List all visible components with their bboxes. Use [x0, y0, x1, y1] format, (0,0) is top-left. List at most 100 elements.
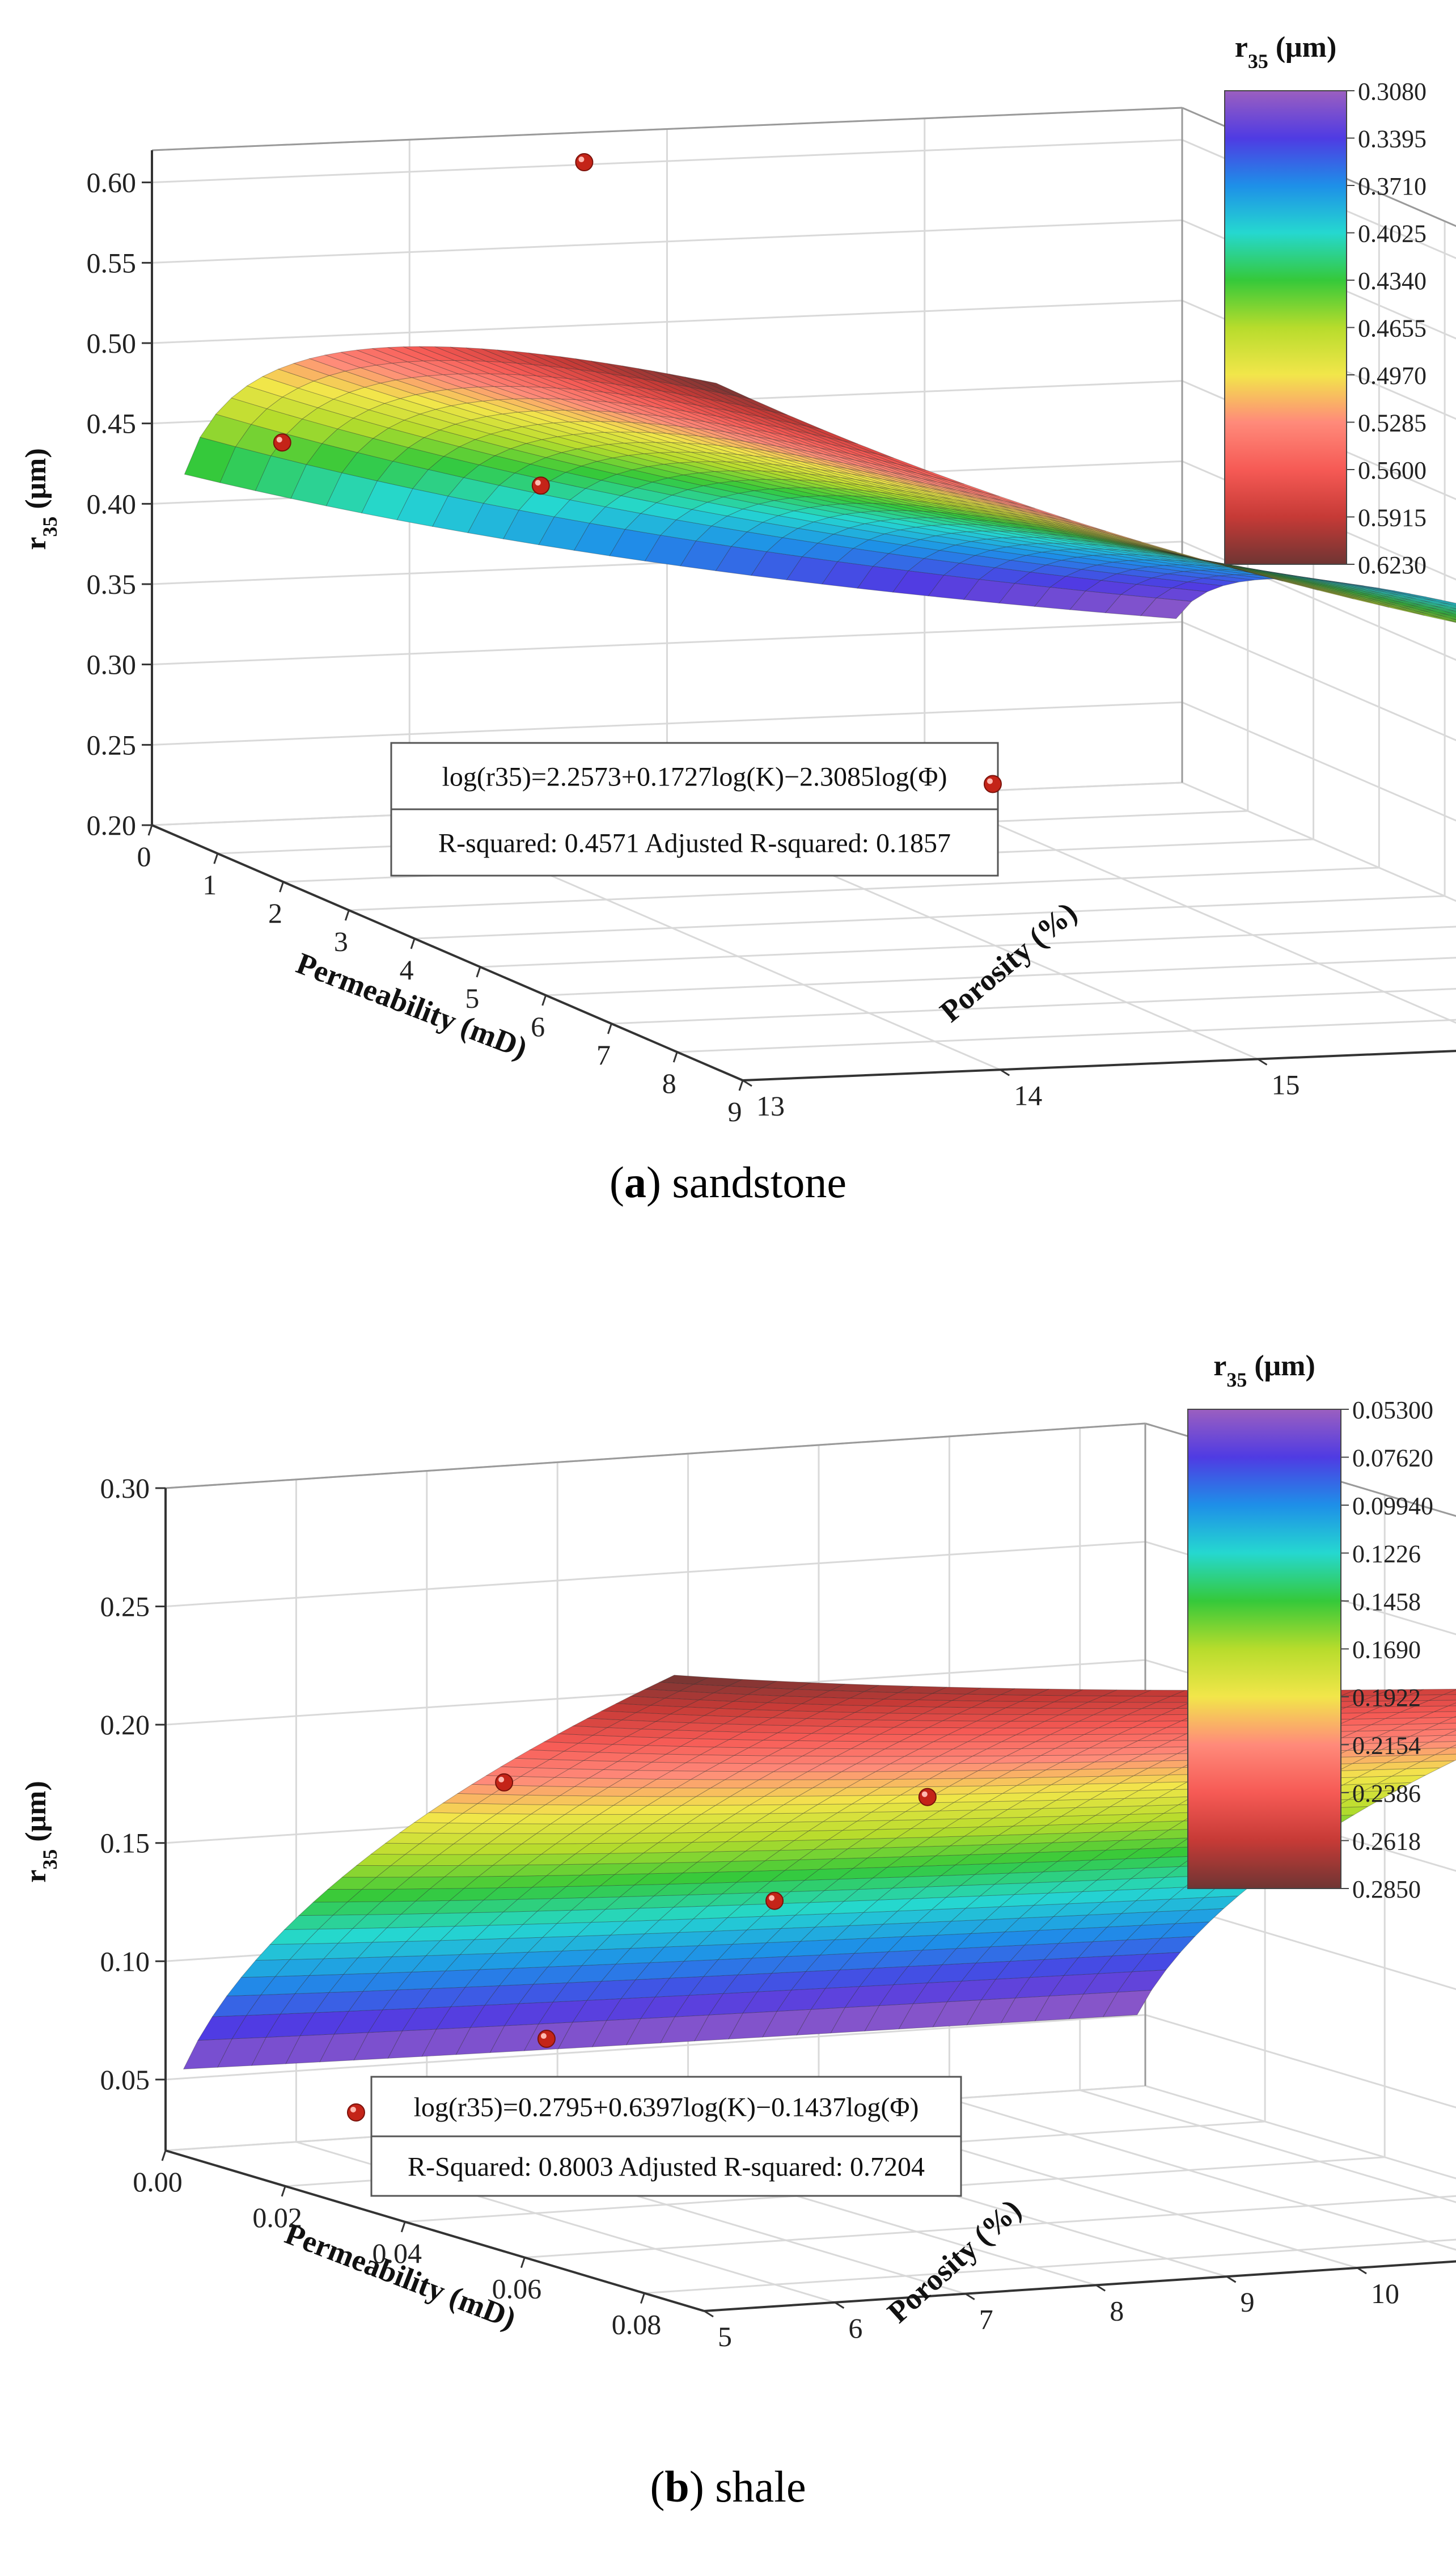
panel-b-legend: r35 (μm) 0.05300 0.07620 0.09940 0.1226 0.145…	[1187, 1350, 1433, 1903]
caption-b-text: shale	[715, 2462, 806, 2511]
chart-panel-a: 0123456789131415160.200.250.300.350.400.…	[20, 31, 1456, 1127]
data-point-highlight	[987, 778, 993, 784]
z-tick-label: 0.15	[100, 1827, 150, 1859]
x-tick-label: 3	[334, 926, 348, 957]
surface-patch	[1433, 603, 1456, 609]
data-point	[537, 2030, 556, 2048]
x-tick	[410, 938, 416, 949]
x-tick-label: 9	[728, 1096, 742, 1127]
y-tick-label: 14	[1014, 1079, 1042, 1111]
x-tick-label: 6	[531, 1011, 545, 1042]
x-tick	[476, 966, 481, 978]
legend-label: 0.4025	[1358, 220, 1427, 248]
data-point-highlight	[535, 480, 541, 486]
legend-label: 0.1458	[1352, 1588, 1421, 1616]
floor-grid-x	[480, 926, 1456, 968]
legend-label: 0.3080	[1358, 78, 1427, 105]
back-wall-grid-h	[151, 701, 1183, 746]
z-tick-label: 0.10	[100, 1945, 150, 1977]
back-wall-grid-h	[151, 621, 1183, 666]
side-wall-grid-h	[1182, 781, 1456, 902]
caption-a-text: sandstone	[672, 1157, 847, 1207]
y-tick	[1000, 1068, 1010, 1076]
caption-b: (b) shale	[650, 2462, 806, 2511]
y-tick-label: 15	[1272, 1069, 1300, 1101]
legend-label: 0.5285	[1358, 409, 1427, 437]
y-tick	[834, 2301, 845, 2309]
surface-patch	[700, 379, 752, 400]
caption-a: (a) sandstone	[609, 1157, 847, 1207]
panel-b-equation-box: log(r35)=0.2795+0.6397log(K)−0.1437log(Φ…	[370, 2076, 962, 2197]
x-tick	[344, 910, 350, 921]
data-point-highlight	[578, 157, 585, 163]
x-tick-label: 4	[400, 954, 414, 986]
x-tick	[520, 2257, 526, 2268]
z-tick-label: 0.20	[100, 1709, 150, 1740]
y-tick	[1226, 2275, 1237, 2283]
data-point	[765, 1891, 784, 1910]
legend-label: 0.2386	[1352, 1780, 1421, 1807]
y-axis-title: Porosity (%)	[881, 2192, 1027, 2330]
surface-patch	[1420, 1754, 1456, 1762]
back-wall-grid-h	[151, 139, 1183, 184]
back-wall-grid-h	[151, 219, 1183, 264]
y-tick	[965, 2293, 975, 2300]
floor-grid-y	[924, 792, 1456, 1024]
surface-patch	[1231, 567, 1283, 582]
x-tick-label: 0.08	[612, 2309, 662, 2340]
data-point-highlight	[276, 437, 282, 443]
floor-grid-y	[1080, 2089, 1456, 2203]
legend-label: 0.09940	[1352, 1492, 1433, 1520]
floor-grid-x	[524, 2195, 1456, 2259]
legend-label: 0.3710	[1358, 172, 1427, 200]
z-axis-title: r35 (μm)	[20, 1781, 61, 1883]
legend-label: 0.4970	[1358, 362, 1427, 390]
x-tick-label: 8	[662, 1067, 676, 1099]
side-wall-grid-h	[1145, 1895, 1456, 1991]
x-tick-label: 1	[202, 869, 217, 901]
panel-b-surface	[183, 1675, 1456, 2069]
surface-patch	[932, 1687, 981, 1695]
data-point-highlight	[498, 1776, 505, 1782]
surface-patch	[1417, 609, 1456, 619]
chart-panel-b: 0.000.020.040.060.08567891011120.050.100…	[20, 1350, 1456, 2352]
legend-label: 0.1690	[1352, 1636, 1421, 1664]
x-tick-label: 0	[137, 840, 151, 872]
z-tick-label: 0.30	[100, 1472, 150, 1504]
z-axis-title: r35 (μm)	[20, 448, 61, 550]
surface-patch	[727, 1679, 777, 1688]
surface-patch	[1452, 616, 1456, 618]
legend-label: 0.4340	[1358, 267, 1427, 295]
surface-patch	[1090, 526, 1141, 542]
surface-patch	[1125, 537, 1177, 553]
x-tick	[213, 853, 219, 864]
x-axis-line	[151, 824, 743, 1081]
rsquared-text: R-Squared: 0.8003 Adjusted R-squared: 0.…	[408, 2152, 925, 2182]
legend-title: r35 (μm)	[1213, 1350, 1315, 1391]
legend-label: 0.2850	[1352, 1875, 1421, 1903]
x-tick	[279, 881, 284, 893]
y-tick	[1257, 1058, 1268, 1066]
box-edge	[151, 107, 1183, 151]
x-tick	[640, 2293, 645, 2304]
surface-patch	[1338, 594, 1390, 608]
side-wall-grid-h	[1182, 540, 1456, 661]
z-tick-label: 0.45	[87, 408, 137, 440]
legend-colorbar	[1224, 90, 1347, 565]
surface-patch	[877, 454, 929, 472]
surface-patch	[1432, 613, 1456, 620]
data-point	[983, 775, 1002, 793]
box-edge	[165, 1422, 1146, 1489]
floor-grid-x	[644, 2238, 1456, 2295]
side-wall-grid-h	[1145, 2014, 1456, 2109]
caption-b-label: b	[664, 2462, 689, 2511]
data-point	[346, 2103, 365, 2122]
surface-patch	[658, 1675, 709, 1685]
y-tick	[704, 2310, 714, 2318]
equation-text: log(r35)=2.2573+0.1727log(K)−2.3085log(Φ…	[442, 762, 947, 792]
caption-a-label: a	[624, 1157, 646, 1207]
surface-patch	[1409, 1688, 1456, 1696]
surface-patch	[1453, 1716, 1456, 1718]
x-tick-label: 0.06	[492, 2273, 542, 2305]
